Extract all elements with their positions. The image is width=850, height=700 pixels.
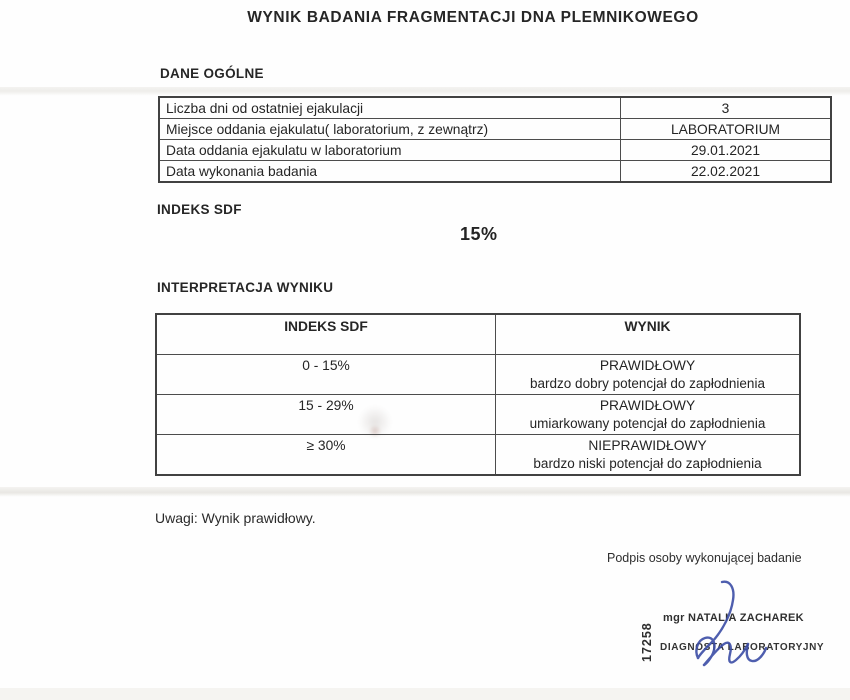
general-row-label: Miejsce oddania ejakulatu( laboratorium,… [158, 118, 621, 140]
general-row-label: Data wykonania badania [158, 160, 621, 183]
document-title: WYNIK BADANIA FRAGMENTACJI DNA PLEMNIKOW… [247, 9, 699, 26]
interpretation-result-cell: PRAWIDŁOWY umiarkowany potencjał do zapł… [495, 394, 801, 435]
interpretation-result: PRAWIDŁOWY [599, 398, 696, 413]
remarks-text: Uwagi: Wynik prawidłowy. [155, 510, 316, 526]
table-row: ≥ 30% NIEPRAWIDŁOWY bardzo niski potencj… [155, 434, 801, 476]
interpretation-description: umiarkowany potencjał do zapłodnienia [529, 415, 766, 431]
handwritten-signature [695, 580, 768, 667]
scan-streak-middle [0, 487, 850, 497]
general-row-value: LABORATORIUM [620, 118, 832, 140]
table-row: Data wykonania badania 22.02.2021 [158, 160, 832, 183]
section-heading-general: DANE OGÓLNE [160, 66, 264, 81]
interpretation-range: 15 - 29% [155, 394, 496, 435]
interpretation-result-cell: PRAWIDŁOWY bardzo dobry potencjał do zap… [495, 354, 801, 395]
table-header-row: INDEKS SDF WYNIK [155, 313, 801, 355]
general-row-value: 22.02.2021 [620, 160, 832, 183]
interpretation-description: bardzo niski potencjał do zapłodnienia [533, 455, 762, 471]
interpretation-table: INDEKS SDF WYNIK 0 - 15% PRAWIDŁOWY bard… [155, 313, 801, 476]
interpretation-column-header-result: WYNIK [495, 313, 801, 355]
interpretation-range: ≥ 30% [155, 434, 496, 476]
stamp-person-name: mgr NATALIA ZACHAREK [663, 612, 804, 624]
stamp-license-number: 17258 [640, 622, 654, 662]
table-row: Data oddania ejakulatu w laboratorium 29… [158, 139, 832, 161]
scan-streak-top [0, 87, 850, 96]
interpretation-result: PRAWIDŁOWY [599, 358, 696, 373]
stamp-person-title: DIAGNOSTA LABORATORYJNY [660, 642, 825, 653]
table-row: Miejsce oddania ejakulatu( laboratorium,… [158, 118, 832, 140]
general-row-value: 29.01.2021 [620, 139, 832, 161]
interpretation-range: 0 - 15% [155, 354, 496, 395]
interpretation-description: bardzo dobry potencjał do zapłodnienia [530, 375, 765, 391]
general-row-label: Liczba dni od ostatniej ejakulacji [158, 96, 621, 119]
sdf-index-value: 15% [460, 224, 498, 244]
general-row-label: Data oddania ejakulatu w laboratorium [158, 139, 621, 161]
interpretation-column-header-sdf: INDEKS SDF [155, 313, 496, 355]
interpretation-result: NIEPRAWIDŁOWY [588, 438, 707, 453]
interpretation-result-cell: NIEPRAWIDŁOWY bardzo niski potencjał do … [495, 434, 801, 476]
signature-caption: Podpis osoby wykonującej badanie [607, 551, 802, 565]
general-data-table: Liczba dni od ostatniej ejakulacji 3 Mie… [158, 96, 832, 183]
scan-streak-bottom [0, 688, 850, 700]
table-row: 15 - 29% PRAWIDŁOWY umiarkowany potencja… [155, 394, 801, 435]
section-heading-interpretation: INTERPRETACJA WYNIKU [157, 280, 334, 295]
table-row: 0 - 15% PRAWIDŁOWY bardzo dobry potencja… [155, 354, 801, 395]
table-row: Liczba dni od ostatniej ejakulacji 3 [158, 96, 832, 119]
general-row-value: 3 [620, 96, 832, 119]
section-heading-sdf-index: INDEKS SDF [157, 202, 242, 217]
